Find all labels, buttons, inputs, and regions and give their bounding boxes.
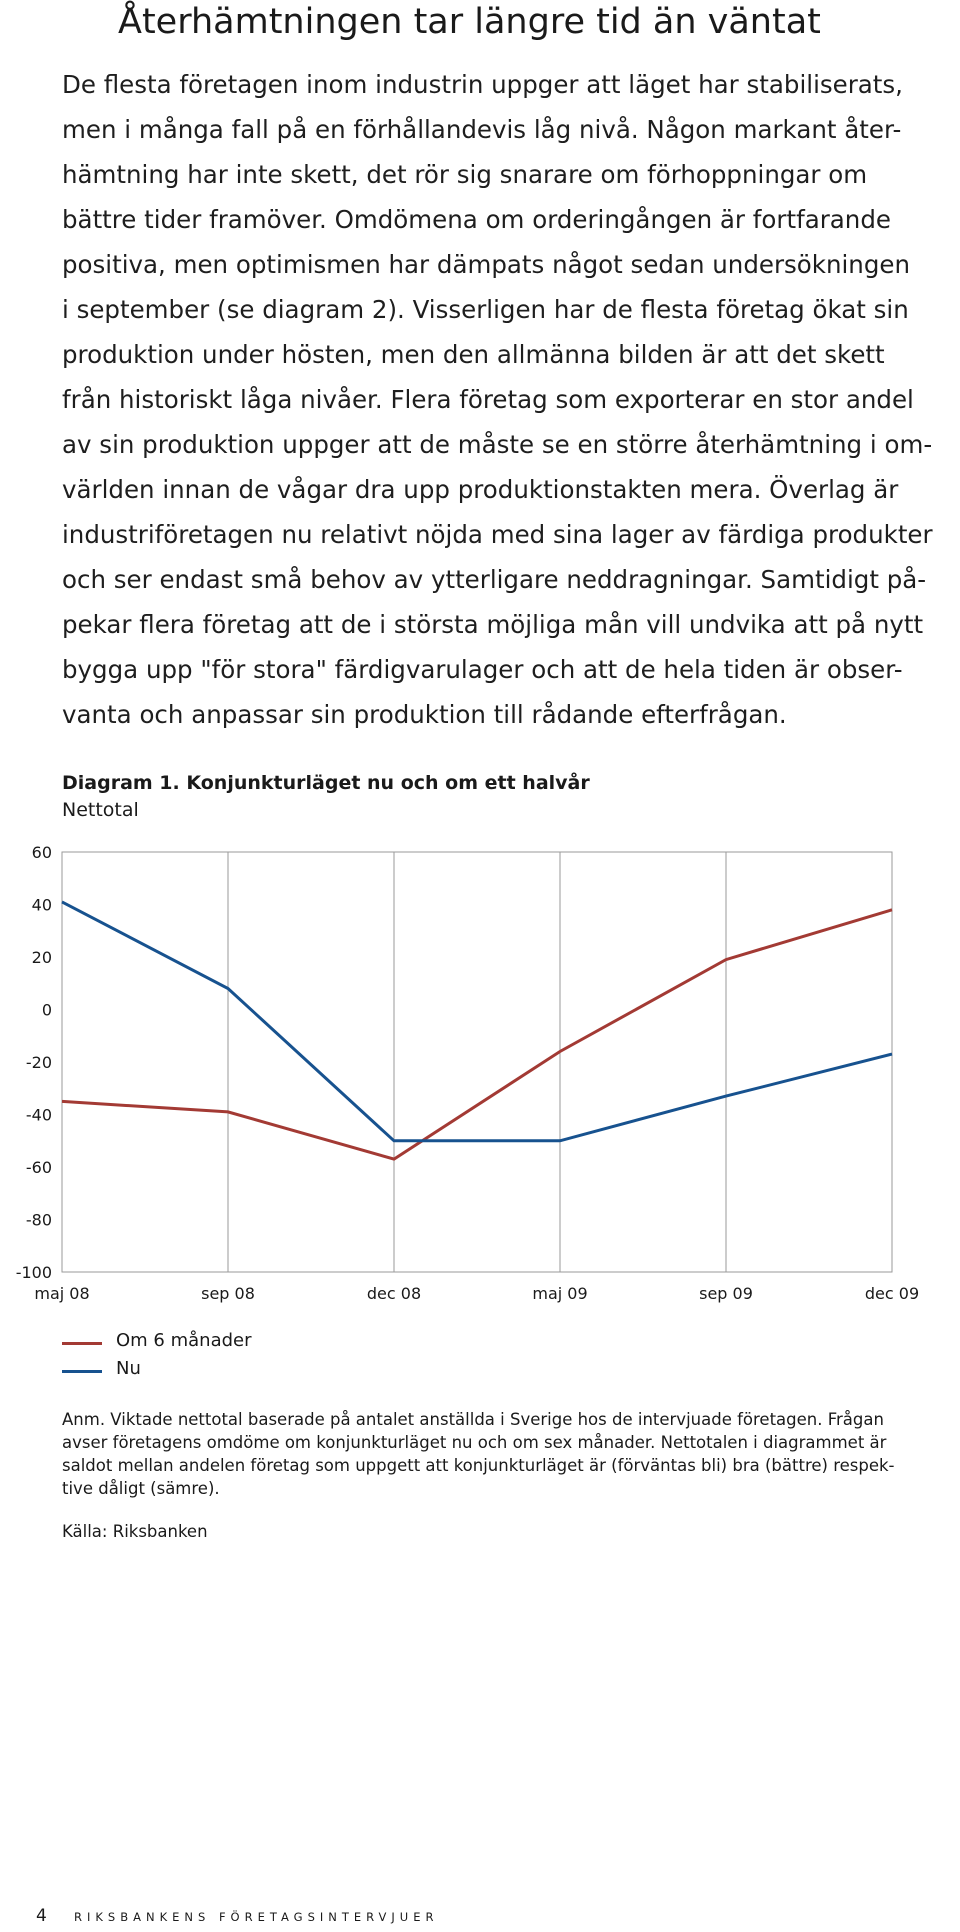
x-tick-label: maj 09 [532,1284,587,1303]
body-line: i september (se diagram 2). Visserligen … [62,295,909,324]
diagram-subtitle: Nettotal [62,799,139,821]
body-line: De flesta företagen inom industrin uppge… [62,70,903,99]
body-line: produktion under hösten, men den allmänn… [62,340,885,369]
diagram-title: Diagram 1. Konjunkturläget nu och om ett… [62,772,590,794]
legend-label: Nu [116,1358,141,1379]
body-line: från historiskt låga nivåer. Flera föret… [62,385,914,414]
plot-frame [61,851,893,1273]
x-axis-ticks: maj 08 sep 08 dec 08 maj 09 sep 09 dec 09 [34,1284,919,1303]
body-line: pekar flera företag att de i största möj… [62,610,924,639]
body-line: av sin produktion uppger att de måste se… [62,430,933,459]
y-axis-ticks: 60 40 20 0 -20 -40 -60 -80 -100 [16,843,52,1282]
body-line: industriföretagen nu relativt nöjda med … [62,520,933,549]
x-tick-label: maj 08 [34,1284,89,1303]
body-line: positiva, men optimismen har dämpats någ… [62,250,910,279]
note-line: tive dåligt (sämre). [62,1479,220,1498]
series-line-om-6-manader [61,908,893,1161]
x-tick-label: sep 09 [699,1284,753,1303]
x-tick-label: dec 08 [367,1284,421,1303]
y-tick-label: 0 [42,1001,52,1020]
y-tick-label: -60 [26,1158,52,1177]
body-line: vanta och anpassar sin produktion till r… [62,700,787,729]
chart-note: Anm. Viktade nettotal baserade på antale… [62,1408,942,1500]
body-line: men i många fall på en förhållandevis lå… [62,115,902,144]
chart-grid [61,851,893,1273]
body-paragraph: De flesta företagen inom industrin uppge… [62,62,942,737]
page-number: 4 [36,1906,47,1926]
y-tick-label: 60 [32,843,52,862]
y-tick-label: -80 [26,1211,52,1230]
y-tick-label: -40 [26,1106,52,1125]
note-line: saldot mellan andelen företag som uppget… [62,1456,895,1475]
y-tick-label: -20 [26,1053,52,1072]
legend-label: Om 6 månader [116,1330,252,1351]
body-line: och ser endast små behov av ytterligare … [62,565,927,594]
line-chart: 60 40 20 0 -20 -40 -60 -80 -100 maj 08 sep 08 dec … [16,843,919,1303]
note-line: Anm. Viktade nettotal baserade på antale… [62,1410,884,1429]
y-tick-label: 40 [32,896,52,915]
legend-swatch [62,1342,102,1345]
y-tick-label: -100 [16,1263,52,1282]
body-line: bättre tider framöver. Omdömena om order… [62,205,891,234]
article-heading: Återhämtningen tar längre tid än väntat [118,2,821,42]
legend-swatch [62,1370,102,1373]
y-tick-label: 20 [32,948,52,967]
body-line: hämtning har inte skett, det rör sig sna… [62,160,868,189]
chart-source: Källa: Riksbanken [62,1522,208,1541]
body-line: bygga upp "för stora" färdigvarulager oc… [62,655,903,684]
x-tick-label: dec 09 [865,1284,919,1303]
running-head: RIKSBANKENS FÖRETAGSINTERVJUER [74,1910,439,1924]
series-line-nu [61,900,893,1143]
chart-series [61,900,893,1161]
body-line: världen innan de vågar dra upp produktio… [62,475,899,504]
x-tick-label: sep 08 [201,1284,255,1303]
note-line: avser företagens omdöme om konjunkturläg… [62,1433,887,1452]
